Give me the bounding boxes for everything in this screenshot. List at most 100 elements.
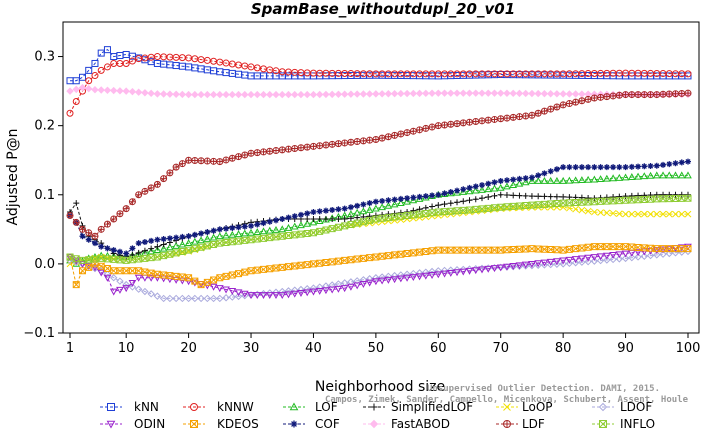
data-point (390, 200, 399, 208)
data-point (366, 136, 374, 144)
data-point (141, 89, 149, 97)
data-point (266, 147, 274, 155)
data-point (621, 173, 630, 181)
data-point (647, 163, 654, 170)
x-tick-label: 70 (492, 341, 509, 356)
data-point (428, 123, 436, 131)
data-point (260, 234, 268, 242)
data-point (440, 89, 449, 97)
data-point (128, 57, 136, 65)
data-point (172, 241, 180, 249)
data-point (471, 186, 480, 194)
data-point (103, 46, 111, 54)
data-point (509, 263, 518, 270)
data-point (659, 90, 667, 98)
chart-title: SpamBase_withoutdupl_20_v01 (251, 0, 515, 18)
data-point (684, 72, 692, 80)
data-point (685, 158, 691, 165)
data-point (109, 86, 118, 95)
data-point (247, 149, 255, 157)
data-point (185, 156, 193, 164)
data-point (428, 247, 436, 255)
data-point (490, 184, 499, 192)
data-point (565, 256, 574, 264)
data-point (309, 260, 317, 268)
data-point (472, 89, 480, 97)
data-point (484, 89, 492, 97)
data-point (154, 243, 161, 250)
data-point (310, 215, 317, 222)
data-point (291, 213, 298, 220)
data-point (597, 194, 604, 201)
y-tick-label: 0.2 (34, 119, 55, 134)
data-point (409, 274, 418, 282)
data-point (665, 90, 673, 98)
data-point (384, 252, 392, 260)
data-point (597, 93, 605, 101)
data-point (653, 162, 660, 169)
data-point (553, 258, 561, 266)
data-point (184, 278, 193, 286)
series-line-lof (69, 174, 688, 265)
data-point (384, 90, 393, 98)
data-point (659, 171, 667, 179)
data-point (572, 245, 580, 253)
data-point (478, 89, 486, 97)
x-tick-label: 100 (676, 341, 701, 356)
data-point (659, 250, 667, 258)
data-point (459, 89, 467, 97)
data-point (134, 250, 143, 258)
data-point (247, 228, 255, 236)
data-point (535, 193, 542, 200)
data-point (521, 89, 530, 98)
data-point (596, 256, 605, 265)
legend-label: FastABOD (391, 417, 450, 431)
data-point (641, 192, 648, 199)
data-point (553, 166, 560, 173)
data-point (459, 119, 467, 127)
data-point (359, 281, 368, 288)
data-point (547, 168, 554, 175)
data-point (334, 90, 343, 98)
data-point (403, 89, 411, 98)
data-point (253, 266, 261, 274)
data-point (510, 176, 517, 183)
series-line-simplifiedlof (69, 194, 688, 258)
data-point (316, 215, 323, 222)
data-point (459, 268, 468, 276)
data-point (240, 229, 249, 237)
data-point (197, 281, 205, 289)
data-point (416, 210, 424, 218)
data-point (541, 193, 548, 200)
data-point (521, 178, 530, 186)
data-point (228, 287, 237, 295)
data-point (435, 202, 442, 209)
data-point (634, 172, 642, 180)
x-tick-label: 90 (617, 341, 634, 356)
data-point (347, 283, 355, 291)
data-point (372, 253, 380, 261)
data-point (441, 121, 449, 129)
data-point (641, 163, 648, 170)
data-point (291, 90, 299, 99)
x-tick-label: 40 (305, 341, 322, 356)
data-point (447, 266, 455, 274)
data-point (466, 206, 474, 214)
data-point (565, 100, 573, 107)
data-point (197, 236, 205, 244)
data-point (572, 98, 580, 106)
data-point (347, 215, 354, 222)
data-point (191, 157, 199, 164)
data-point (328, 225, 336, 233)
data-point (322, 287, 330, 295)
data-point (309, 142, 317, 150)
data-point (628, 91, 636, 98)
legend-item-ldf: LDF (496, 417, 545, 431)
data-point (590, 175, 599, 183)
y-tick-label: 0.1 (34, 188, 55, 203)
data-point (677, 171, 686, 179)
data-point (66, 212, 74, 219)
data-point (91, 240, 98, 247)
x-tick-label: 1 (66, 341, 74, 356)
series-layer (66, 46, 692, 303)
